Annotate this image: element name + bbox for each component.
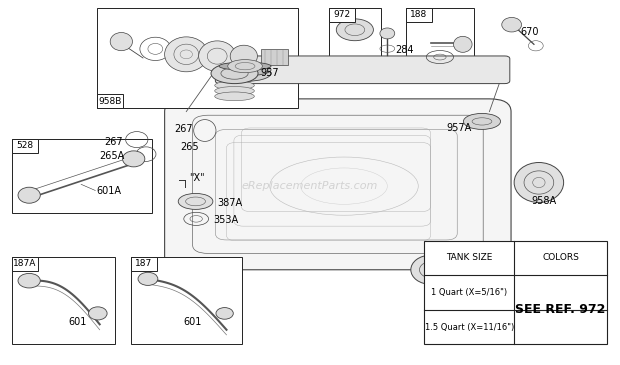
- Ellipse shape: [453, 36, 472, 52]
- Ellipse shape: [411, 255, 450, 284]
- Text: 267: 267: [104, 137, 123, 147]
- Ellipse shape: [463, 114, 500, 130]
- Ellipse shape: [219, 65, 271, 81]
- Text: 1 Quart (X=5/16"): 1 Quart (X=5/16"): [432, 288, 507, 297]
- Ellipse shape: [110, 32, 133, 51]
- Text: 1.5 Quart (X=11/16"): 1.5 Quart (X=11/16"): [425, 323, 514, 331]
- Bar: [425, 241, 607, 344]
- Bar: [12, 139, 153, 214]
- Text: 957: 957: [260, 68, 279, 78]
- Ellipse shape: [215, 87, 254, 95]
- Bar: [97, 94, 123, 108]
- Ellipse shape: [89, 307, 107, 320]
- Ellipse shape: [18, 273, 40, 288]
- Ellipse shape: [18, 187, 40, 203]
- Bar: [329, 8, 381, 59]
- Text: eReplacementParts.com: eReplacementParts.com: [242, 181, 378, 191]
- Text: 265: 265: [180, 142, 198, 152]
- Text: 187A: 187A: [13, 260, 37, 268]
- Ellipse shape: [165, 37, 208, 72]
- Ellipse shape: [336, 19, 373, 41]
- Bar: [12, 139, 38, 153]
- Text: 958B: 958B: [98, 97, 122, 105]
- Text: 267: 267: [174, 124, 192, 134]
- Ellipse shape: [215, 92, 254, 101]
- Ellipse shape: [138, 272, 158, 285]
- Ellipse shape: [211, 63, 258, 84]
- Text: 528: 528: [16, 141, 33, 150]
- Ellipse shape: [123, 151, 145, 167]
- Text: 957A: 957A: [446, 123, 471, 133]
- Bar: [406, 8, 474, 66]
- Text: 670: 670: [520, 27, 539, 36]
- Bar: [12, 257, 115, 344]
- Ellipse shape: [514, 162, 564, 203]
- Ellipse shape: [215, 81, 254, 90]
- Text: 972: 972: [333, 10, 350, 19]
- Text: 601: 601: [183, 318, 202, 327]
- Ellipse shape: [178, 193, 213, 210]
- Ellipse shape: [228, 59, 262, 73]
- Ellipse shape: [219, 62, 271, 70]
- Text: 601A: 601A: [97, 186, 122, 196]
- Bar: [260, 49, 288, 65]
- Bar: [131, 257, 242, 344]
- FancyBboxPatch shape: [215, 56, 510, 84]
- Ellipse shape: [502, 18, 521, 32]
- Bar: [329, 8, 355, 22]
- Ellipse shape: [216, 308, 233, 319]
- Bar: [131, 257, 157, 271]
- Text: 353A: 353A: [213, 215, 238, 225]
- Text: TANK SIZE: TANK SIZE: [446, 253, 492, 262]
- Bar: [406, 8, 432, 22]
- Text: "X": "X": [189, 173, 205, 183]
- Text: COLORS: COLORS: [542, 253, 579, 262]
- Text: 387A: 387A: [217, 198, 242, 208]
- Text: 284: 284: [396, 45, 414, 55]
- Bar: [12, 257, 38, 271]
- Text: SEE REF. 972: SEE REF. 972: [515, 303, 606, 316]
- Text: 265A: 265A: [99, 151, 125, 161]
- Ellipse shape: [219, 64, 271, 76]
- FancyBboxPatch shape: [165, 99, 511, 270]
- Ellipse shape: [198, 41, 236, 72]
- Text: 601: 601: [69, 318, 87, 327]
- Text: 188: 188: [410, 10, 428, 19]
- Text: 187: 187: [135, 260, 153, 268]
- Text: 958A: 958A: [531, 196, 556, 207]
- Text: 958: 958: [441, 255, 459, 266]
- Ellipse shape: [230, 45, 257, 67]
- Ellipse shape: [380, 28, 395, 39]
- Bar: [97, 8, 298, 108]
